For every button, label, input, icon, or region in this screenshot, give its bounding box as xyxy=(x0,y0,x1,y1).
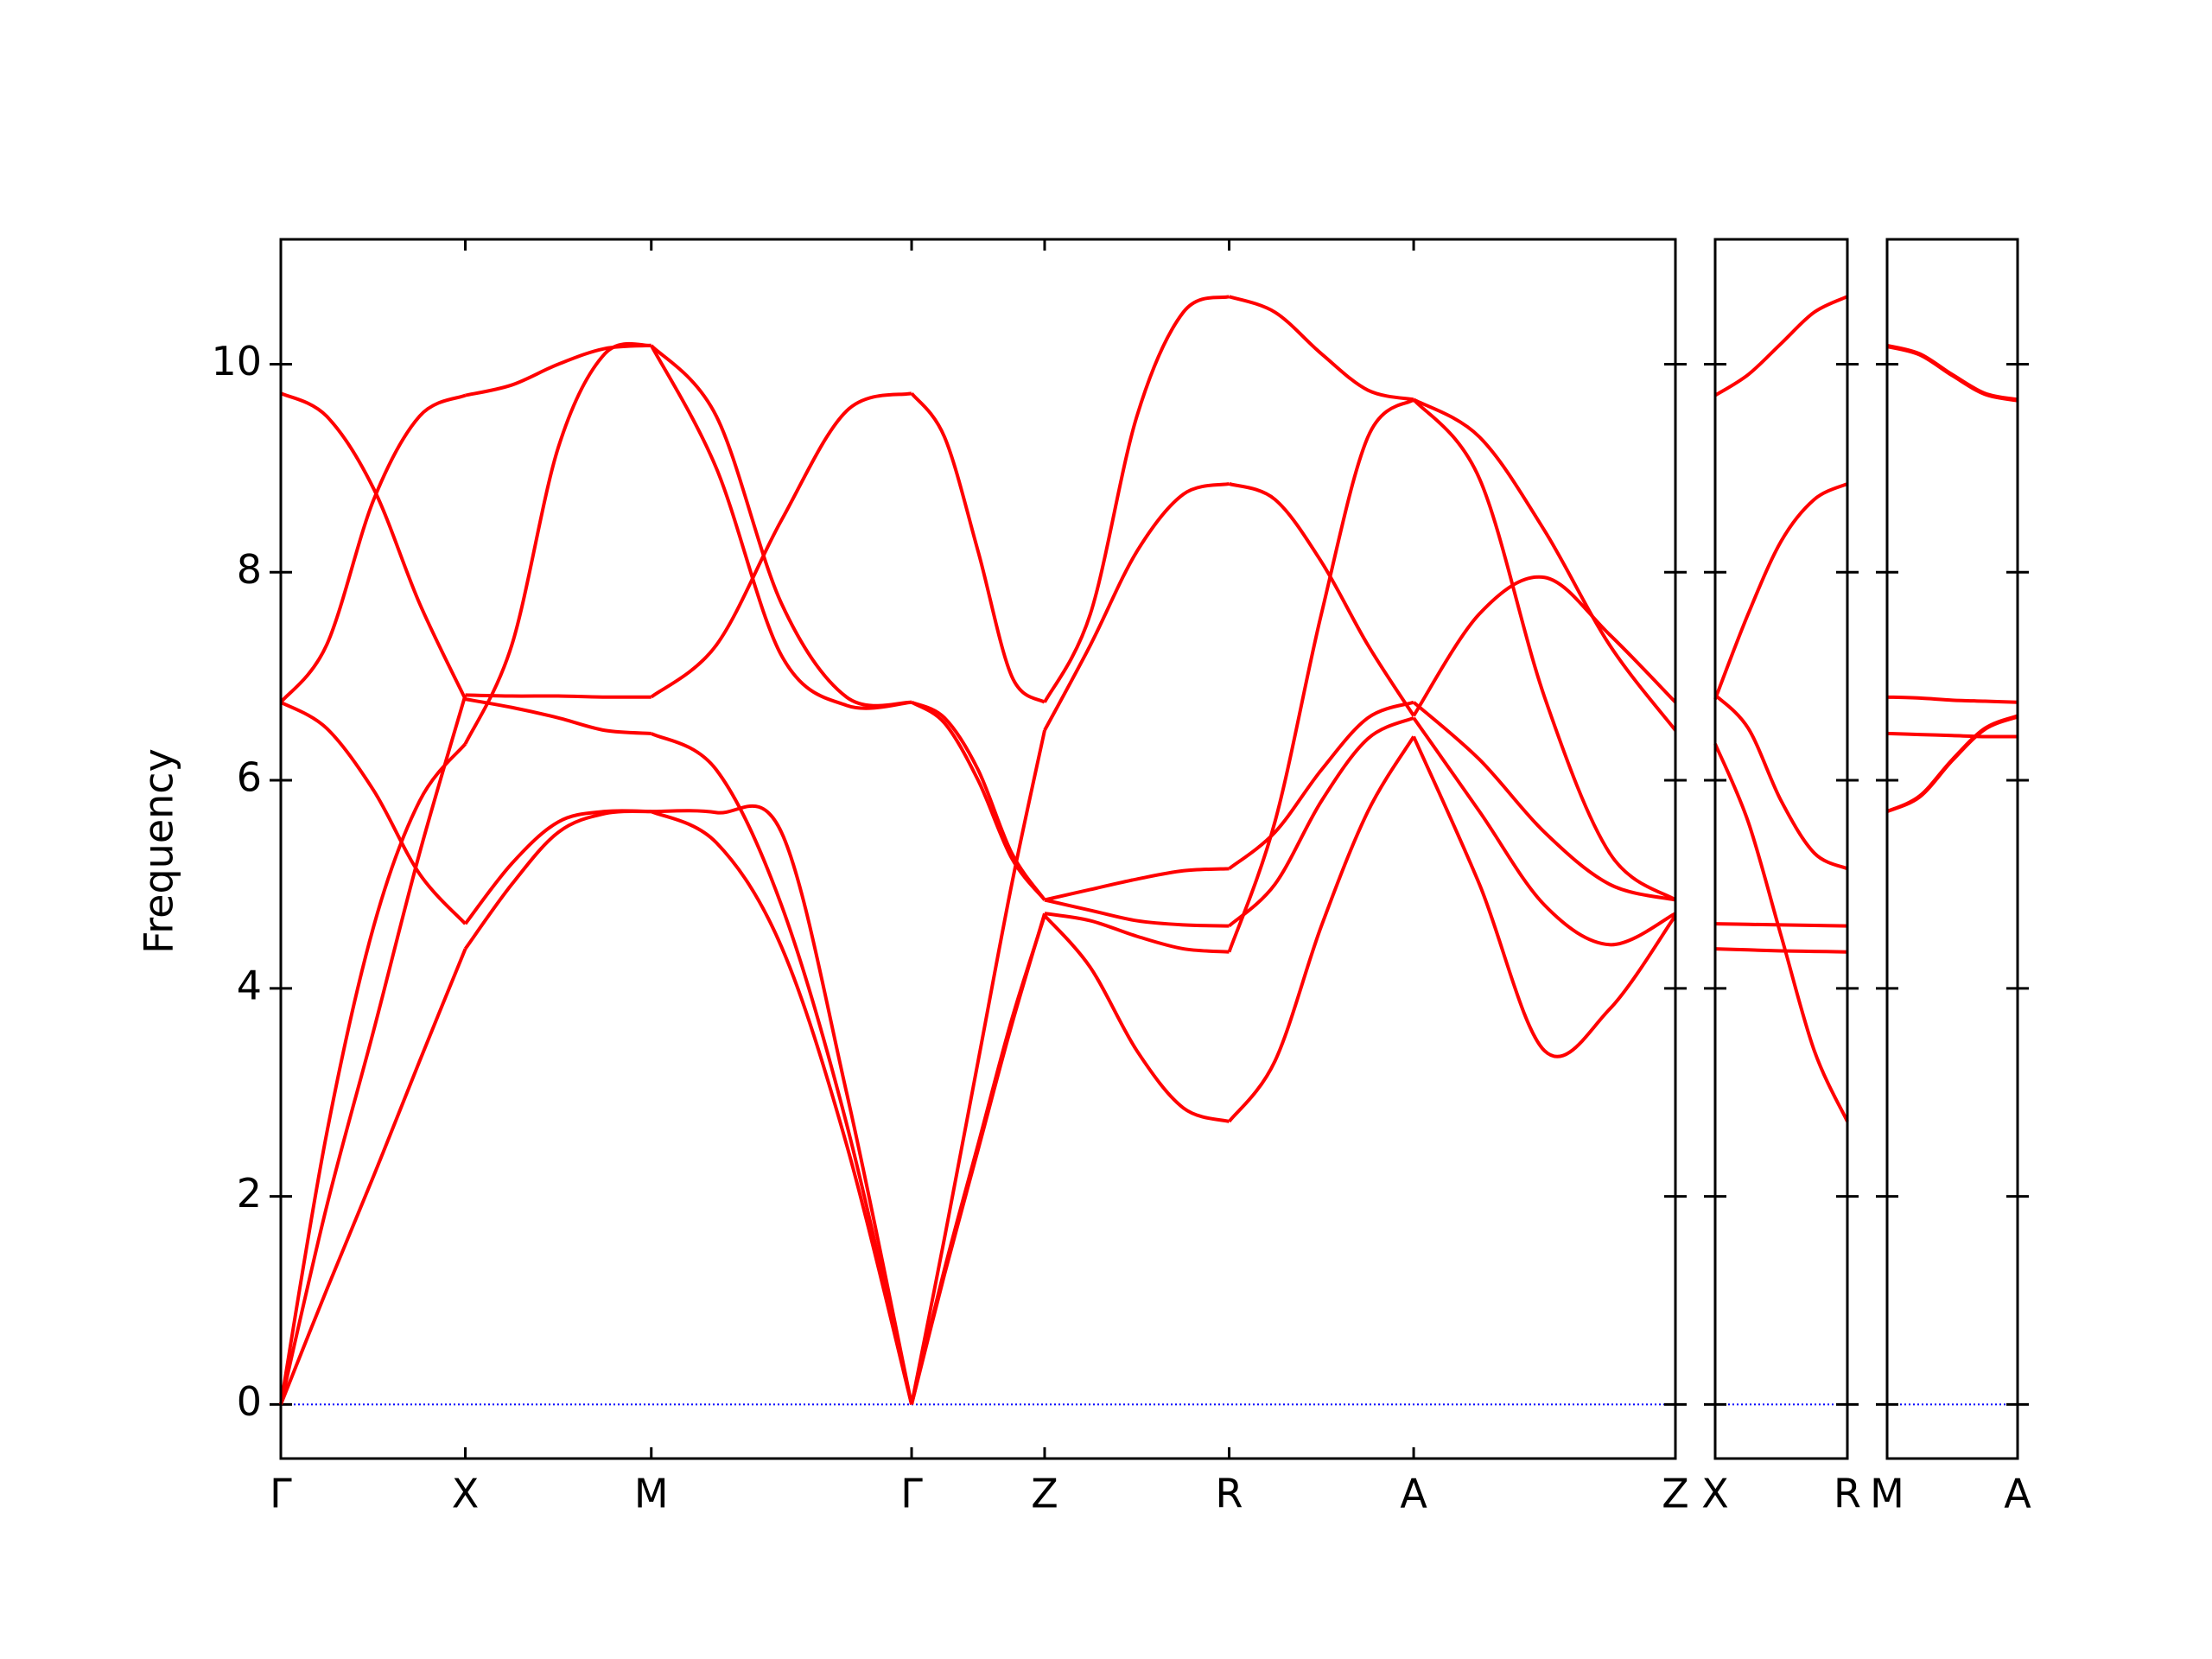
plot-frame xyxy=(279,238,1677,1460)
y-tick-label: 4 xyxy=(237,962,262,1008)
x-tick-label: Γ xyxy=(900,1471,923,1517)
band-line xyxy=(1713,743,1849,1122)
band-line xyxy=(1886,731,2018,739)
band-line xyxy=(1713,295,1848,397)
band-line xyxy=(1886,345,2018,403)
band-line xyxy=(1886,714,2018,813)
x-tick-label: X xyxy=(452,1471,480,1517)
x-tick-label: Z xyxy=(1662,1471,1689,1517)
band-line xyxy=(279,735,1677,1406)
y-axis-label: Frequency xyxy=(136,748,182,954)
band-line xyxy=(1714,947,1848,954)
band-line xyxy=(1713,482,1848,700)
x-tick-label: R xyxy=(1834,1471,1861,1517)
plot-frame xyxy=(1713,238,1849,1460)
y-tick-label: 0 xyxy=(237,1378,262,1425)
x-tick-label: R xyxy=(1216,1471,1243,1517)
band-line xyxy=(1886,343,2018,402)
x-tick-label: M xyxy=(1870,1471,1904,1517)
y-tick-label: 6 xyxy=(237,754,262,801)
band-line xyxy=(279,341,1676,1405)
x-tick-label: X xyxy=(1701,1471,1729,1517)
x-tick-label: A xyxy=(2004,1471,2031,1517)
x-tick-label: Z xyxy=(1031,1471,1058,1517)
band-line xyxy=(1886,695,2018,704)
x-tick-label: M xyxy=(634,1471,669,1517)
x-tick-label: Γ xyxy=(270,1471,292,1517)
y-tick-label: 8 xyxy=(237,546,262,593)
band-line xyxy=(280,391,1677,1405)
band-line xyxy=(279,343,1676,902)
y-tick-label: 10 xyxy=(211,338,262,385)
y-tick-label: 2 xyxy=(237,1170,262,1217)
band-line xyxy=(1713,693,1848,871)
band-line xyxy=(279,295,1677,1405)
band-line xyxy=(1886,715,2018,814)
plot-frame xyxy=(1885,238,2019,1460)
x-tick-label: A xyxy=(1400,1471,1427,1517)
band-line xyxy=(280,397,1677,1405)
band-line xyxy=(1714,922,1848,928)
